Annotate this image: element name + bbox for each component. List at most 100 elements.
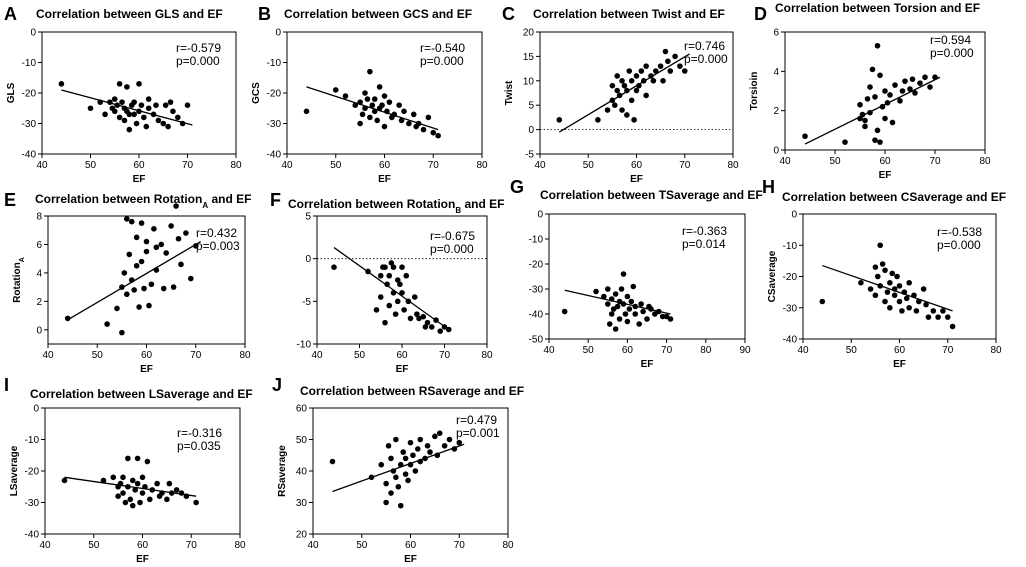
data-point [620,271,627,277]
data-point [149,487,156,493]
data-point [192,243,199,249]
chart-title-end: and EF [461,197,504,211]
data-point [609,82,616,89]
data-point [907,86,913,92]
chart-title: Correlation between Torsion and EF [775,1,980,15]
data-point [399,264,405,271]
x-tick-label: 40 [307,540,319,551]
y-tick-label: -30 [783,303,798,314]
data-point [116,81,123,87]
y-tick-label: 0 [537,210,543,221]
data-point [170,108,176,115]
data-point [872,94,878,100]
y-axis-label: RotationA [12,257,26,303]
data-point [179,120,186,127]
data-point [616,316,623,322]
panel-letter: H [762,177,775,197]
data-point [332,87,339,93]
data-point [367,114,373,121]
y-tick-label: -30 [22,119,37,130]
data-point [434,452,441,459]
chart-title: Correlation between GLS and EF [36,7,223,21]
data-point [842,139,848,145]
data-point [405,477,411,484]
data-point [125,483,131,490]
data-point [874,273,881,280]
x-tick-label: 80 [700,345,712,356]
data-point [383,480,389,487]
data-point [882,298,888,305]
data-point [121,270,128,276]
data-point [119,99,125,105]
data-point [188,275,194,282]
y-tick-label: -40 [25,530,40,541]
y-tick-label: 20 [523,28,535,39]
data-point [362,90,368,96]
panel-letter: A [4,4,17,24]
data-point [155,117,162,124]
data-point [159,490,165,496]
data-point [628,97,635,104]
data-point [446,436,453,443]
data-point [445,326,452,333]
data-point [636,82,642,89]
data-point [857,101,863,108]
data-point [397,281,403,288]
data-point [168,490,175,496]
data-point [151,226,157,232]
data-point [643,63,649,69]
x-tick-label: 70 [428,160,440,171]
data-point [143,248,150,255]
correlation-r: r=-0.538 [937,225,982,239]
y-axis-label: GLS [6,82,17,103]
data-point [925,314,932,320]
data-point [331,264,337,271]
data-point [373,307,380,313]
chart-title: Correlation between RotationB and EF [288,197,504,215]
data-point [424,319,431,326]
data-point [612,291,619,297]
x-axis-label: EF [378,174,391,185]
data-point [374,117,380,124]
data-point [87,105,94,112]
data-point [867,84,873,90]
data-point [437,328,444,335]
data-point [393,474,399,481]
data-point [681,68,688,74]
x-tick-label: 50 [85,160,97,171]
data-point [897,98,903,104]
data-point [357,120,363,127]
y-tick-label: -30 [267,119,282,130]
data-point [141,285,147,292]
data-point [944,314,951,320]
data-point [124,216,130,222]
chart-title-subscript: B [455,206,461,215]
data-point [115,493,121,500]
data-point [329,458,336,465]
data-point [896,298,903,305]
data-point [416,315,422,322]
x-axis-label: EF [136,554,149,565]
data-point [424,443,431,449]
x-tick-label: 50 [88,540,100,551]
data-point [175,114,181,121]
data-point [110,474,117,481]
data-point [164,496,170,503]
data-point [667,316,674,322]
data-point [111,96,118,102]
data-point [147,496,153,503]
panel-letter: J [272,375,282,395]
data-point [628,298,635,305]
data-point [183,493,190,500]
data-point [119,329,125,336]
y-tick-label: 0 [275,28,281,39]
data-point [614,87,620,94]
data-point [178,490,185,496]
correlation-p: p=0.035 [177,439,221,453]
panel-b: B Correlation between GCS and EF 40 50 60 70 8… [251,4,488,185]
x-tick-label: 50 [829,156,841,167]
x-tick-label: 60 [894,345,906,356]
data-point [595,117,601,123]
data-point [61,477,68,484]
data-point [877,242,883,249]
